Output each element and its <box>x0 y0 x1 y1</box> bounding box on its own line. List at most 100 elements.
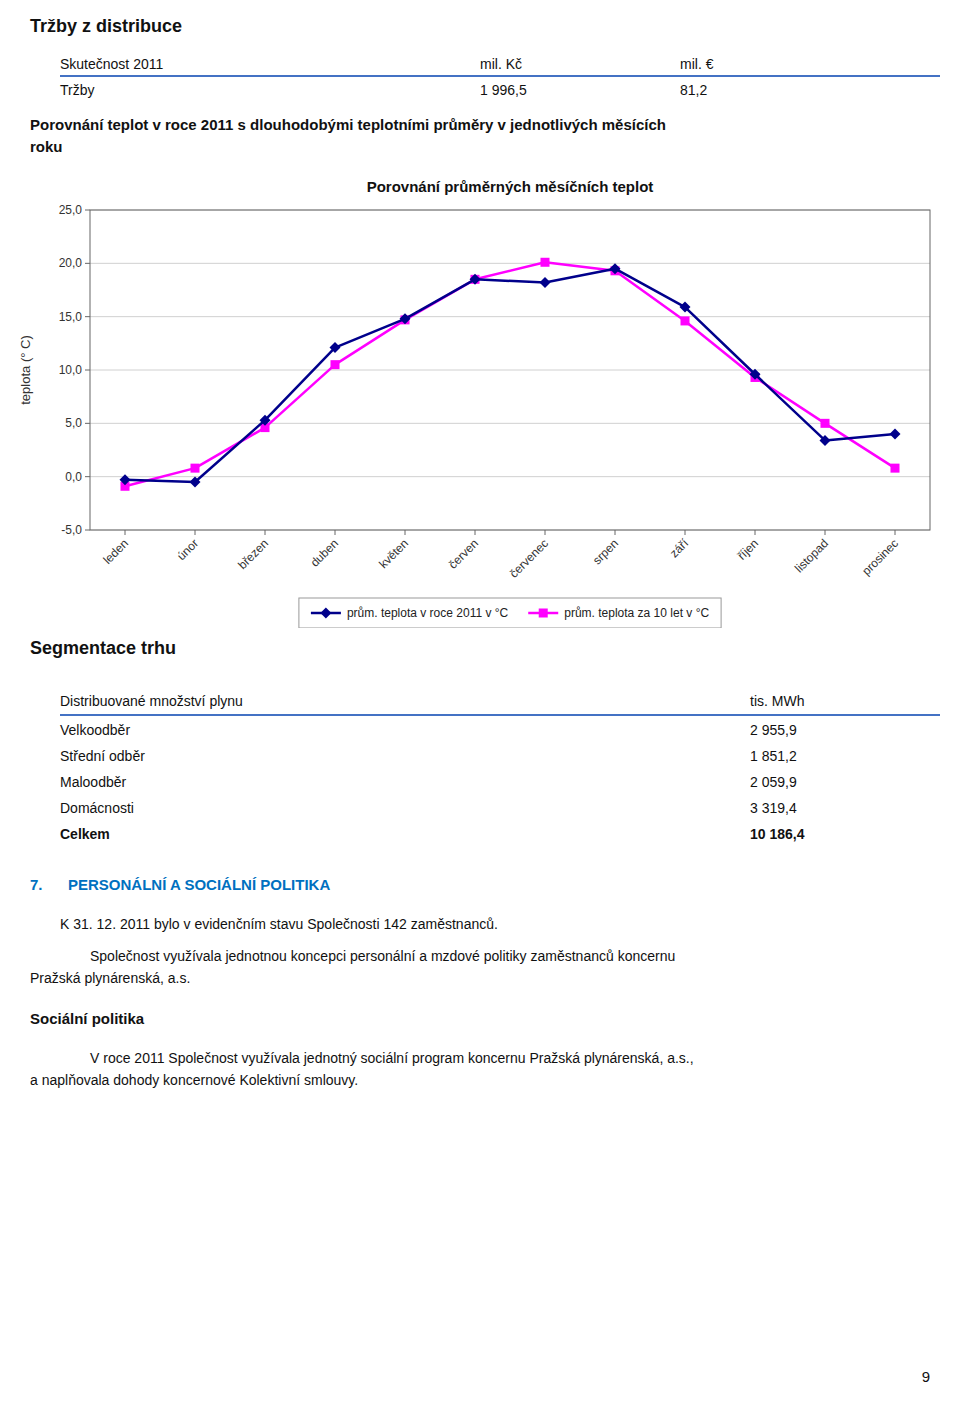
paragraph: Pražská plynárenská, a.s. <box>30 970 190 987</box>
table-cell: Velkoodběr <box>60 722 130 739</box>
paragraph: Společnost využívala jednotnou koncepci … <box>90 948 675 965</box>
x-tick-label: duben <box>308 536 341 569</box>
marker <box>120 474 131 485</box>
table-cell: 3 319,4 <box>750 800 797 817</box>
legend-item: prům. teplota v roce 2011 v °C <box>311 606 509 620</box>
x-tick-label: prosinec <box>859 536 901 578</box>
x-tick-label: říjen <box>735 536 761 562</box>
x-tick-label: leden <box>100 536 131 567</box>
marker <box>681 316 690 325</box>
section-title: Segmentace trhu <box>30 638 176 660</box>
section-number: 7. <box>30 876 43 894</box>
legend-marker <box>320 608 331 619</box>
marker <box>750 369 761 380</box>
table-cell: 2 059,9 <box>750 774 797 791</box>
table-cell: Tržby <box>60 82 94 99</box>
x-tick <box>405 530 406 535</box>
grid-line <box>90 263 930 264</box>
grid-line <box>90 316 930 317</box>
y-tick-label: 10,0 <box>59 363 83 377</box>
section-heading: Sociální politika <box>30 1010 144 1028</box>
table-cell: Střední odběr <box>60 748 145 765</box>
chart-subtitle: roku <box>30 138 63 156</box>
table-cell: 81,2 <box>680 82 707 99</box>
x-tick <box>125 530 126 535</box>
y-tick <box>85 423 90 424</box>
y-tick <box>85 263 90 264</box>
y-tick-label: 15,0 <box>59 310 83 324</box>
table-cell: 1 851,2 <box>750 748 797 765</box>
marker <box>541 258 550 267</box>
table-cell: Celkem <box>60 826 110 843</box>
table-header: Skutečnost 2011 <box>60 56 163 73</box>
x-tick <box>265 530 266 535</box>
table-cell: 1 996,5 <box>480 82 527 99</box>
table-header: mil. € <box>680 56 713 73</box>
paragraph: K 31. 12. 2011 bylo v evidenčním stavu S… <box>60 916 498 933</box>
grid-line <box>90 423 930 424</box>
x-tick <box>825 530 826 535</box>
marker <box>680 302 691 313</box>
y-tick-label: 5,0 <box>65 416 82 430</box>
y-axis-label: teplota (° C) <box>18 335 33 405</box>
x-tick-label: srpen <box>590 536 621 567</box>
paragraph: a naplňovala dohody koncernové Kolektivn… <box>30 1072 358 1089</box>
legend-label: prům. teplota v roce 2011 v °C <box>347 606 509 620</box>
marker <box>470 274 481 285</box>
x-tick-label: březen <box>235 536 271 572</box>
chart-subtitle: Porovnání teplot v roce 2011 s dlouhodob… <box>30 116 666 134</box>
marker <box>330 342 341 353</box>
plot-background <box>90 210 930 530</box>
x-tick <box>895 530 896 535</box>
table-header: Distribuované množství plynu <box>60 693 243 710</box>
chart: Porovnání průměrných měsíčních teplot tep… <box>0 168 960 628</box>
paragraph: V roce 2011 Společnost využívala jednotn… <box>90 1050 694 1067</box>
x-tick-label: září <box>667 536 692 561</box>
y-tick-label: 0,0 <box>65 470 82 484</box>
rule <box>60 75 940 77</box>
marker <box>191 464 200 473</box>
marker <box>610 263 621 274</box>
marker <box>540 277 551 288</box>
legend-marker <box>539 609 548 618</box>
y-tick <box>85 210 90 211</box>
y-tick-label: 25,0 <box>59 203 83 217</box>
marker <box>890 429 901 440</box>
marker <box>190 477 201 488</box>
series-line <box>125 262 895 486</box>
x-tick <box>335 530 336 535</box>
plot-frame <box>90 210 930 530</box>
table-cell: Domácnosti <box>60 800 134 817</box>
grid-line <box>90 370 930 371</box>
x-tick-label: květen <box>376 536 411 571</box>
section-heading: PERSONÁLNÍ A SOCIÁLNÍ POLITIKA <box>68 876 330 894</box>
x-tick-label: únor <box>174 536 201 563</box>
table-header: tis. MWh <box>750 693 804 710</box>
table-cell: 10 186,4 <box>750 826 805 843</box>
series-line <box>125 269 895 482</box>
y-tick <box>85 316 90 317</box>
table-header: mil. Kč <box>480 56 522 73</box>
y-tick-label: -5,0 <box>61 523 82 537</box>
y-tick-label: 20,0 <box>59 256 83 270</box>
page-number: 9 <box>922 1368 930 1386</box>
table-cell: Maloodběr <box>60 774 126 791</box>
x-tick-label: červenec <box>507 536 551 580</box>
marker <box>331 360 340 369</box>
grid-line <box>90 476 930 477</box>
legend-label: prům. teplota za 10 let v °C <box>564 606 709 620</box>
y-tick <box>85 530 90 531</box>
y-tick <box>85 476 90 477</box>
legend: prům. teplota v roce 2011 v °C prům. tepl… <box>299 598 721 628</box>
marker <box>891 464 900 473</box>
rule <box>60 714 940 716</box>
y-tick <box>85 370 90 371</box>
marker <box>820 435 831 446</box>
plot-area <box>120 258 901 491</box>
chart-title: Porovnání průměrných měsíčních teplot <box>367 178 654 195</box>
marker <box>821 419 830 428</box>
x-tick-label: červen <box>446 536 481 571</box>
x-tick-label: listopad <box>792 536 831 575</box>
marker <box>260 415 271 426</box>
x-tick <box>475 530 476 535</box>
